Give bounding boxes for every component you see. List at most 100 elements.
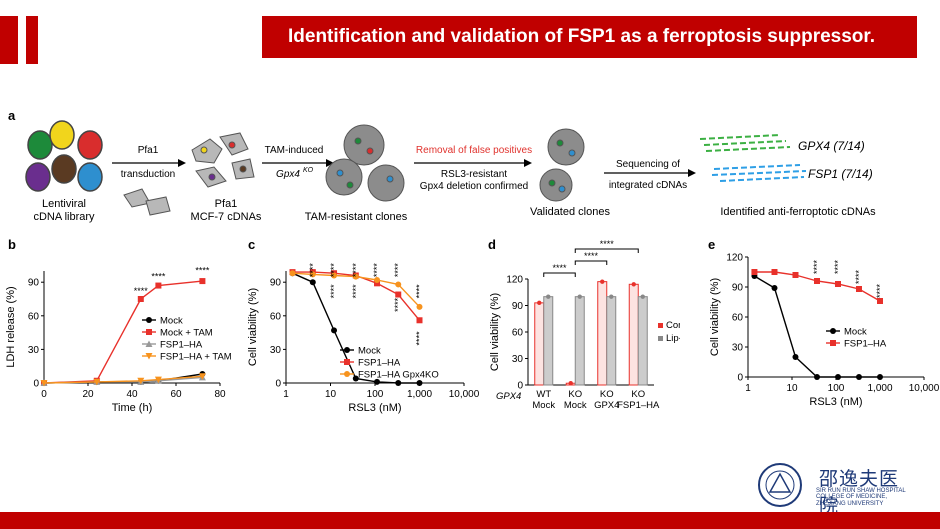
plot-area: 0 30 60 90 1 10 100 1,000 10,000 RSL3 (nM) Cell vi…: [247, 263, 480, 414]
data-point: [137, 296, 144, 302]
data-point: [877, 298, 883, 304]
legend-marker: [830, 340, 836, 346]
bar: [543, 296, 554, 386]
data-point: [855, 286, 862, 292]
data-point: [395, 291, 402, 298]
legend-swatch: [658, 336, 663, 341]
data-point: [771, 285, 778, 291]
bar-point: [568, 381, 573, 386]
series-2: [40, 373, 206, 386]
panel-a-schematic: a Lentiviral cDNA library Pfa1 transduct…: [8, 108, 876, 223]
y-tick-label: 30: [28, 345, 40, 356]
data-point: [416, 317, 423, 324]
y-tick-label: 90: [270, 278, 282, 289]
data-point: [352, 375, 359, 382]
arrow3-mid: RSL3-resistant: [441, 169, 507, 180]
y-tick-label: 60: [270, 311, 282, 322]
arrow2-bottom-sup: KO: [303, 167, 314, 174]
arrow1-top: Pfa1: [138, 145, 159, 156]
legend-marker: [146, 317, 152, 323]
bar: [606, 296, 617, 386]
legend-marker: [145, 353, 153, 360]
category-label: Mock: [532, 400, 555, 411]
legend-label: Mock + TAM: [160, 328, 213, 339]
legend-swatch: [658, 323, 663, 328]
series-0: [289, 270, 423, 386]
significance-label: ****: [151, 271, 166, 281]
x-tick-label: 1,000: [867, 383, 892, 394]
data-point: [352, 273, 359, 280]
header-accent-block: [26, 16, 38, 64]
y-tick-label: 30: [270, 345, 282, 356]
data-point: [416, 303, 423, 310]
y-tick-label: 90: [732, 283, 744, 294]
series-2: [289, 270, 423, 310]
significance-label: ****: [854, 270, 864, 285]
bar-point: [537, 300, 542, 306]
category-label: GPX4: [594, 400, 619, 411]
data-point: [834, 374, 841, 380]
significance-label: ****: [134, 286, 149, 296]
arrow3-bottom: Gpx4 deletion confirmed: [420, 181, 528, 192]
data-point: [751, 269, 758, 275]
y-tick-label: 0: [517, 381, 523, 392]
data-point: [877, 374, 883, 380]
x-tick-label: 60: [170, 389, 182, 400]
virus-library-icon: [25, 120, 103, 192]
x-tick-label: 10,000: [449, 389, 480, 400]
bar-point: [546, 294, 551, 299]
arrow2-bottom: Gpx4: [276, 169, 300, 180]
y-tick-label: 90: [512, 301, 524, 312]
y-tick-label: 0: [33, 379, 39, 390]
legend-marker: [145, 340, 153, 347]
panel-label: c: [248, 237, 255, 252]
data-point: [771, 269, 778, 275]
data-point: [792, 354, 799, 360]
significance-label: ****: [552, 263, 567, 273]
x-axis-label: RSL3 (nM): [809, 396, 862, 408]
significance-label: ****: [584, 251, 599, 261]
gpx4-reads-icon: [699, 134, 791, 152]
library-label-1: Lentiviral: [42, 198, 86, 210]
data-point: [331, 272, 338, 279]
legend-label: Lip-1: [666, 333, 680, 344]
hospital-logo: 邵逸夫医院 SIR RUN RUN SHAW HOSPITAL COLLEGE …: [756, 462, 916, 517]
significance-label: ****: [833, 260, 843, 275]
panel-a-label: a: [8, 108, 16, 123]
panel-label: b: [8, 237, 16, 252]
legend-label: Control: [666, 320, 680, 331]
x-tick-label: 20: [82, 389, 94, 400]
cells-label-2: MCF-7 cDNAs: [191, 211, 262, 223]
data-point: [374, 276, 381, 283]
legend: Control Lip-1: [658, 320, 680, 344]
legend-label: Mock: [358, 346, 381, 357]
x-tick-label: 100: [367, 389, 384, 400]
panel-label: e: [708, 237, 715, 252]
header-accent-block: [0, 16, 18, 64]
y-tick-label: 30: [512, 354, 524, 365]
legend-marker: [830, 328, 836, 334]
y-tick-label: 60: [512, 328, 524, 339]
x-axis-label: Time (h): [112, 402, 153, 414]
x-axis-label: RSL3 (nM): [348, 402, 401, 414]
legend-marker: [344, 347, 350, 353]
y-tick-label: 0: [275, 379, 281, 390]
x-tick-label: 0: [41, 389, 47, 400]
significance-label: ****: [351, 284, 361, 299]
x-tick-label: 1: [283, 389, 289, 400]
panel-label: d: [488, 237, 496, 252]
fsp1-reads-icon: [711, 164, 807, 182]
library-label-2: cDNA library: [33, 211, 95, 223]
x-tick-label: 100: [828, 383, 845, 394]
arrow1-bottom: transduction: [121, 169, 175, 180]
resistant-clones-icon: [325, 124, 405, 202]
y-tick-label: 60: [732, 313, 744, 324]
category-label: Mock: [564, 400, 587, 411]
data-point: [289, 270, 296, 277]
data-point: [814, 278, 821, 284]
y-tick-label: 30: [732, 343, 744, 354]
